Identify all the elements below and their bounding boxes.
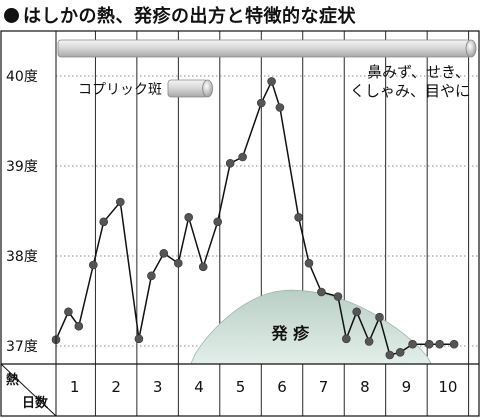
axis-labels: 1 2 3 4 5 6 7 8 9 10 37度 38度 39度 40度 <box>6 69 457 396</box>
fever-point <box>352 307 362 317</box>
fever-point <box>435 339 444 349</box>
fever-point <box>424 339 434 349</box>
fever-point <box>304 258 314 268</box>
symptom-bar <box>57 39 472 58</box>
y-tick-label: 39度 <box>6 159 38 175</box>
rash-label: 発 疹 <box>271 324 311 343</box>
fever-point <box>64 307 73 317</box>
x-tick-label: 3 <box>153 378 163 396</box>
fever-point <box>333 292 343 301</box>
fever-point <box>238 152 247 162</box>
chart-svg: 発 疹 鼻みず、せき、くしゃみ、目やに コプリック斑 1 2 3 4 5 6 7 8 9 10 37度… <box>0 30 480 417</box>
fever-point <box>275 103 285 112</box>
fever-point <box>341 334 351 344</box>
fever-point <box>225 159 235 168</box>
koplik-bar-cap <box>202 79 213 98</box>
rash-hill <box>190 289 432 365</box>
x-tick-label: 10 <box>438 378 457 396</box>
fever-point <box>116 197 125 207</box>
symptom-label-line1: 鼻みず、せき、 <box>367 63 470 81</box>
fever-point <box>408 339 417 349</box>
x-axis-title: 日数 <box>22 395 49 411</box>
fever-point <box>256 98 266 108</box>
x-tick-label: 5 <box>236 378 246 396</box>
fever-point <box>385 350 395 360</box>
fever-point <box>134 334 144 344</box>
x-tick-label: 2 <box>111 378 121 396</box>
koplik-label: コプリック斑 <box>78 82 162 98</box>
koplik-bar <box>167 79 208 98</box>
fever-point <box>159 249 169 258</box>
chart-title-text: はしかの熱、発疹の出方と特徴的な症状 <box>23 6 356 27</box>
y-tick-label: 38度 <box>6 249 38 265</box>
x-tick-label: 7 <box>319 378 329 396</box>
x-tick-label: 6 <box>277 378 287 396</box>
fever-point <box>74 321 84 331</box>
fever-line <box>55 79 455 356</box>
fever-point <box>213 217 222 227</box>
symptom-bar-cap <box>465 39 477 58</box>
y-tick-label: 40度 <box>6 69 38 85</box>
chart-title: はしかの熱、発疹の出方と特徴的な症状 <box>4 2 356 28</box>
x-tick-label: 1 <box>70 378 80 396</box>
x-tick-label: 4 <box>194 378 204 396</box>
fever-point <box>375 312 384 322</box>
x-tick-label: 9 <box>402 378 412 396</box>
fever-point <box>395 347 405 357</box>
fever-point <box>317 287 326 297</box>
fever-point <box>99 217 108 227</box>
title-bullet-icon <box>4 7 19 23</box>
y-axis-title: 熱 <box>6 372 19 388</box>
symptom-label-line2: くしゃみ、目やに <box>350 82 470 100</box>
fever-point <box>449 339 459 349</box>
fever-point <box>267 77 276 86</box>
annotation-bars: 鼻みず、せき、くしゃみ、目やに コプリック斑 <box>57 39 477 100</box>
x-tick-label: 8 <box>360 378 370 396</box>
axis-corner-divider <box>0 363 57 417</box>
fever-point <box>147 271 156 281</box>
fever-point <box>89 260 98 270</box>
rash-area: 発 疹 <box>190 289 432 365</box>
fever-point <box>294 213 303 222</box>
y-tick-label: 37度 <box>6 339 38 355</box>
fever-point <box>184 213 193 222</box>
fever-point <box>198 262 208 272</box>
fever-point <box>174 258 183 268</box>
fever-point <box>364 337 374 346</box>
